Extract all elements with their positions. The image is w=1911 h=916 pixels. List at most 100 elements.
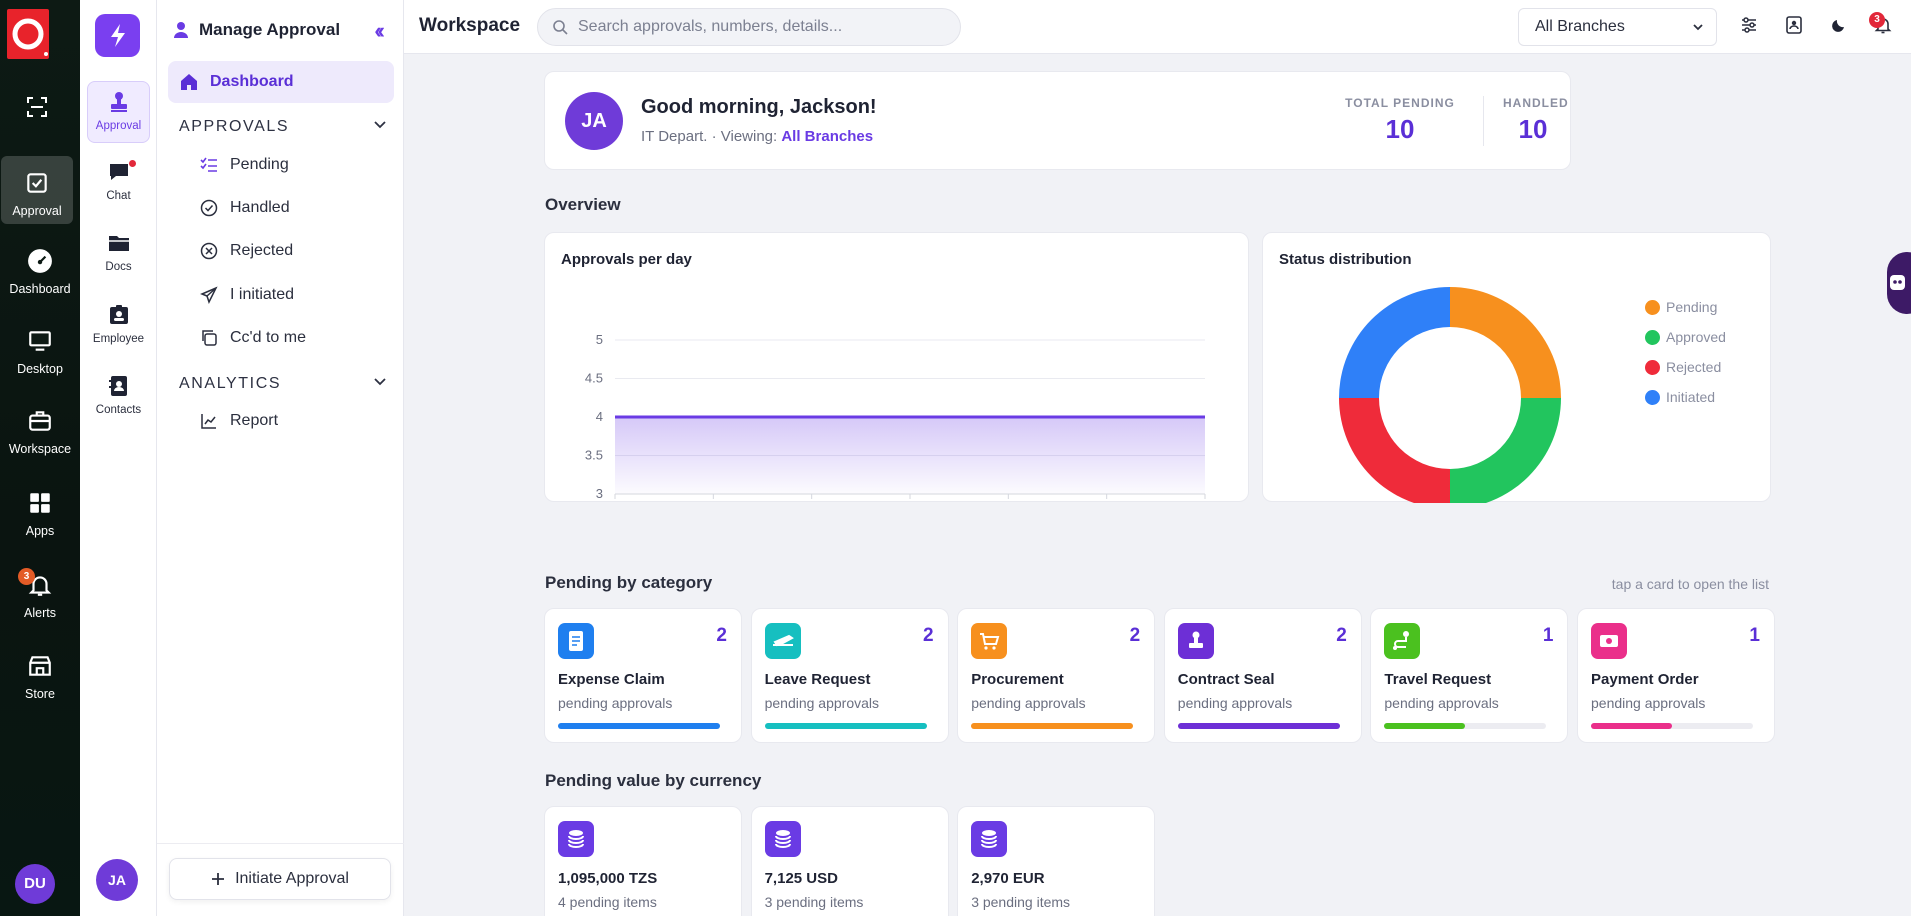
currency-card[interactable]: 1,095,000 TZS 4 pending items <box>544 806 742 916</box>
initiate-approval-button[interactable]: Initiate Approval <box>169 858 391 900</box>
currency-count: 4 pending items <box>558 894 657 910</box>
nav-title: Manage Approval <box>199 20 341 39</box>
currency-card[interactable]: 2,970 EUR 3 pending items <box>957 806 1156 916</box>
nav-item-report[interactable]: Report <box>201 412 278 430</box>
nav-item-handled[interactable]: Handled <box>200 199 290 217</box>
grid-icon <box>30 493 50 513</box>
module-item-approval[interactable]: Approval <box>87 81 150 143</box>
category-card[interactable]: 2 Expense Claim pending approvals <box>544 608 742 743</box>
alerts-badge: 3 <box>18 568 35 585</box>
nav-item-initiated[interactable]: I initiated <box>200 286 294 304</box>
user-avatar[interactable]: JA <box>96 859 138 901</box>
legend-item[interactable]: Rejected <box>1645 359 1721 375</box>
module-item-label: Chat <box>106 190 131 202</box>
category-desc: pending approvals <box>558 695 673 711</box>
search-placeholder: Search approvals, numbers, details... <box>578 18 843 35</box>
chart-title: Status distribution <box>1279 251 1412 268</box>
route-icon <box>1393 631 1410 650</box>
category-card[interactable]: 1 Payment Order pending approvals <box>1577 608 1775 743</box>
rail-item-desktop[interactable]: Desktop <box>0 328 80 376</box>
category-card[interactable]: 2 Leave Request pending approvals <box>750 608 949 743</box>
greeting-text: Good morning, Jackson! <box>641 96 877 118</box>
chart-legend: Pending Approved Rejected Initiated <box>1645 299 1765 409</box>
category-count: 2 <box>1129 625 1141 646</box>
donut-slice-initiated[interactable] <box>1339 287 1450 398</box>
legend-item[interactable]: Pending <box>1645 299 1717 315</box>
branch-select[interactable]: All Branches <box>1518 8 1717 46</box>
nav-item-dashboard[interactable]: Dashboard <box>168 61 394 103</box>
category-desc: pending approvals <box>971 695 1086 711</box>
rail-item-store[interactable]: Store <box>0 653 80 701</box>
module-item-chat[interactable]: Chat <box>87 160 150 202</box>
rail-item-dashboard[interactable]: Dashboard <box>0 248 80 296</box>
dept-text: IT Depart. · Viewing: <box>641 128 782 145</box>
module-item-employee[interactable]: Employee <box>87 303 150 345</box>
assistant-bot-button[interactable] <box>1887 252 1911 314</box>
user-avatar[interactable]: DU <box>15 864 55 904</box>
donut-slice-approved[interactable] <box>1450 398 1561 503</box>
handled-stat: HANDLED 10 <box>1503 96 1568 145</box>
category-name: Procurement <box>971 671 1064 688</box>
status-distribution-card: Status distribution Pending Approved Rejec… <box>1262 232 1771 503</box>
category-icon <box>558 623 594 659</box>
module-item-docs[interactable]: Docs <box>87 231 150 273</box>
app-rail: Approval Dashboard Desktop Workspace App… <box>0 0 80 916</box>
category-desc: pending approvals <box>1177 695 1293 711</box>
chevron-down-icon <box>1693 24 1703 31</box>
stat-value: 10 <box>1385 114 1415 144</box>
rail-item-apps[interactable]: Apps <box>0 490 80 538</box>
moon-icon[interactable] <box>1830 16 1848 34</box>
fullscreen-icon[interactable] <box>26 96 48 118</box>
legend-item[interactable]: Approved <box>1645 329 1726 345</box>
search-input[interactable]: Search approvals, numbers, details... <box>537 8 961 46</box>
top-bar: Workspace Search approvals, numbers, det… <box>404 0 1911 54</box>
cart-icon <box>980 633 1000 650</box>
currency-card[interactable]: 7,125 USD 3 pending items <box>750 806 949 916</box>
category-name: Travel Request <box>1384 671 1492 688</box>
unread-dot <box>129 160 136 167</box>
chevron-down-icon <box>374 378 386 386</box>
category-card[interactable]: 2 Procurement pending approvals <box>957 608 1156 743</box>
seal-icon <box>1188 631 1203 648</box>
category-card[interactable]: 2 Contract Seal pending approvals <box>1163 608 1362 743</box>
app-logo-icon[interactable] <box>7 9 49 59</box>
rail-item-alerts[interactable]: 3 Alerts <box>0 568 80 620</box>
legend-label: Approved <box>1666 329 1726 345</box>
notification-badge: 3 <box>1869 12 1885 28</box>
currency-icon <box>764 821 801 857</box>
module-item-contacts[interactable]: Contacts <box>87 374 150 416</box>
collapse-icon[interactable]: ‹‹ <box>374 18 384 43</box>
filter-sliders-icon[interactable] <box>1740 16 1758 34</box>
category-progress <box>558 723 720 729</box>
currency-amount: 1,095,000 TZS <box>558 870 658 887</box>
viewing-branch[interactable]: All Branches <box>781 128 874 145</box>
check-circle-icon <box>200 199 218 217</box>
nav-item-pending[interactable]: Pending <box>200 156 289 174</box>
contact-card-icon[interactable] <box>1785 16 1803 34</box>
category-icon <box>971 623 1008 659</box>
legend-swatch <box>1645 299 1660 315</box>
overview-title: Overview <box>545 195 621 214</box>
donut-slice-rejected[interactable] <box>1339 398 1450 503</box>
category-card[interactable]: 1 Travel Request pending approvals <box>1370 608 1569 743</box>
avatar: JA <box>565 92 623 150</box>
rail-item-approval[interactable]: Approval <box>1 156 73 224</box>
stat-value: 10 <box>1518 114 1548 144</box>
category-progress <box>1591 723 1753 729</box>
legend-item[interactable]: Initiated <box>1645 389 1715 405</box>
rail-item-workspace[interactable]: Workspace <box>0 408 80 456</box>
check-square-icon <box>27 173 47 193</box>
nav-item-rejected[interactable]: Rejected <box>200 242 293 260</box>
plus-icon <box>212 873 225 885</box>
nav-item-ccd[interactable]: Cc'd to me <box>202 329 306 347</box>
stat-divider <box>1483 96 1484 146</box>
currency-amount: 7,125 USD <box>764 870 838 887</box>
money-icon <box>1600 635 1618 647</box>
quick-action-button[interactable] <box>95 14 140 57</box>
approvals-per-day-card: Approvals per day 54.543.5307.0707.0907.… <box>544 232 1249 502</box>
list-check-icon <box>200 157 217 172</box>
branch-value: All Branches <box>1535 18 1625 35</box>
section-analytics[interactable]: ANALYTICS <box>179 375 387 393</box>
donut-slice-pending[interactable] <box>1450 287 1561 398</box>
section-approvals[interactable]: APPROVALS <box>179 118 387 136</box>
